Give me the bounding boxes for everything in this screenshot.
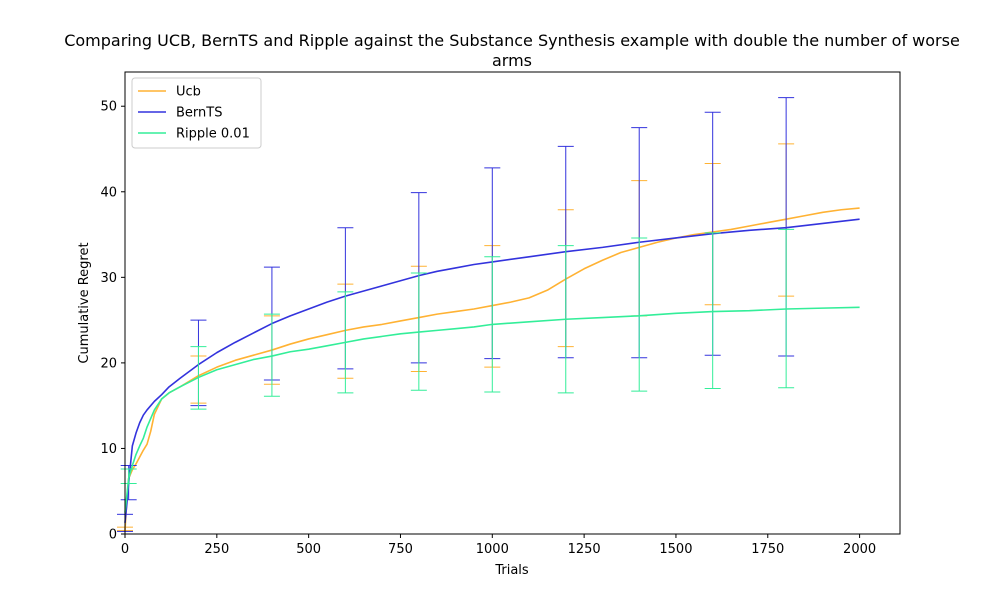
errorbar-ripple-0-01 — [190, 346, 207, 410]
x-tick-label: 500 — [296, 542, 321, 557]
x-tick-label: 1000 — [476, 542, 509, 557]
errorbar-ripple-0-01 — [704, 232, 721, 390]
ticks-layer: 0 250 500 750 1000 1250 1500 1750 2000 0 10 20 30 40 5… — [100, 100, 876, 557]
chart-title-line-1: Comparing UCB, BernTS and Ripple against… — [64, 31, 960, 50]
x-tick-label: 2000 — [843, 542, 876, 557]
series-line-bernts — [124, 218, 860, 523]
series-line-ripple-0-01 — [124, 306, 860, 513]
legend-box — [131, 77, 262, 149]
x-tick-label: 0 — [121, 542, 129, 557]
errorbar-ripple-0-01 — [120, 468, 137, 485]
x-tick-label: 1750 — [751, 542, 784, 557]
errorbar-ripple-0-01 — [631, 237, 648, 392]
y-tick-label: 0 — [109, 528, 117, 543]
legend-label-bernts: BernTS — [176, 106, 222, 121]
y-tick-label: 50 — [100, 100, 117, 115]
chart-title-line-2: arms — [492, 51, 532, 70]
errorbar-ripple-0-01 — [778, 228, 795, 389]
x-tick-label: 1500 — [659, 542, 692, 557]
errorbar-ripple-0-01 — [484, 256, 501, 393]
y-tick-label: 20 — [100, 356, 117, 371]
x-axis-label: Trials — [494, 563, 529, 578]
x-tick-label: 750 — [388, 542, 413, 557]
y-tick-label: 10 — [100, 442, 117, 457]
errorbar-ripple-0-01 — [557, 245, 574, 394]
errorbar-ripple-0-01 — [263, 313, 280, 397]
x-tick-label: 1250 — [568, 542, 601, 557]
errorbar-ripple-0-01 — [410, 272, 427, 391]
legend: Ucb BernTS Ripple 0.01 — [131, 77, 262, 149]
x-tick-label: 250 — [204, 542, 229, 557]
y-tick-label: 30 — [100, 271, 117, 286]
legend-label-ripple-0-01: Ripple 0.01 — [176, 127, 250, 142]
plot-frame — [124, 71, 901, 535]
errorbar-ripple-0-01 — [337, 291, 354, 394]
series-layer — [117, 97, 860, 532]
y-axis-label: Cumulative Regret — [77, 242, 92, 363]
legend-label-ucb: Ucb — [176, 85, 201, 100]
y-tick-label: 40 — [100, 185, 117, 200]
